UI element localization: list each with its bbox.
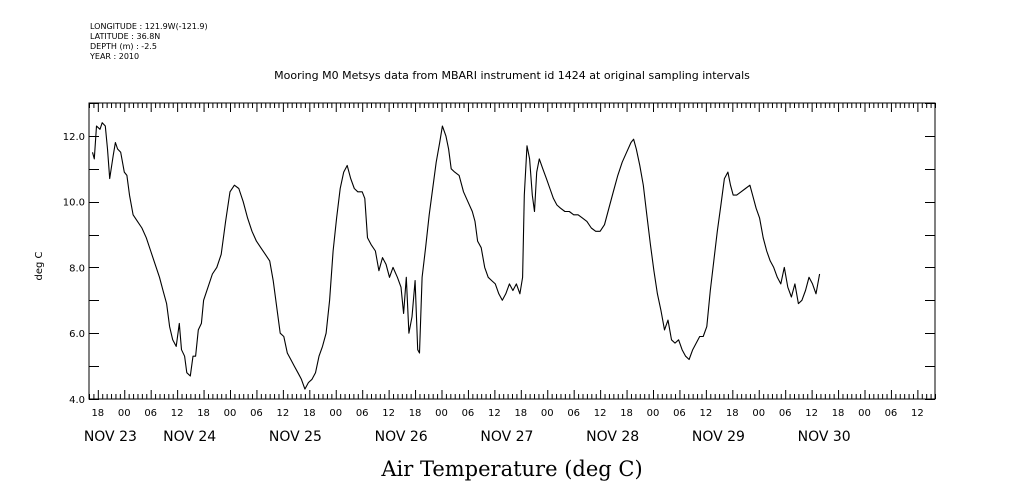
x-tick-label: 00 [752, 408, 765, 419]
x-date-label: NOV 29 [692, 429, 745, 445]
x-tick-label: 12 [911, 408, 924, 419]
x-tick-label: 18 [303, 408, 316, 419]
x-date-label: NOV 30 [798, 429, 851, 445]
x-tick-label: 18 [620, 408, 633, 419]
x-date-label: NOV 24 [163, 429, 216, 445]
series-layer [91, 122, 821, 390]
axis-tick-labels: 18 00 06 12 18 00 06 12 18 00 06 12 18 00 06 12 18 00 06 12… [63, 132, 924, 445]
x-tick-label: 00 [329, 408, 342, 419]
x-tick-label: 00 [541, 408, 554, 419]
x-tick-label: 18 [91, 408, 104, 419]
meta-depth: DEPTH (m) : -2.5 [90, 42, 157, 51]
x-tick-label: 12 [382, 408, 395, 419]
y-tick-label: 10.0 [63, 198, 85, 209]
x-tick-label: 06 [673, 408, 686, 419]
y-tick-label: 8.0 [69, 263, 85, 274]
x-tick-label: 12 [700, 408, 713, 419]
chart-title: Mooring M0 Metsys data from MBARI instru… [274, 69, 750, 82]
series-line [91, 122, 821, 390]
x-date-label: NOV 28 [586, 429, 639, 445]
x-tick-label: 06 [250, 408, 263, 419]
x-tick-label: 12 [171, 408, 184, 419]
x-tick-label: 06 [779, 408, 792, 419]
x-tick-label: 00 [435, 408, 448, 419]
x-tick-label: 00 [118, 408, 131, 419]
y-tick-label: 12.0 [63, 132, 85, 143]
y-tick-label: 6.0 [69, 329, 85, 340]
x-tick-label: 00 [647, 408, 660, 419]
x-tick-label: 18 [832, 408, 845, 419]
x-tick-label: 06 [462, 408, 475, 419]
x-tick-label: 06 [885, 408, 898, 419]
x-tick-label: 00 [858, 408, 871, 419]
x-tick-label: 12 [488, 408, 501, 419]
x-date-label: NOV 23 [84, 429, 137, 445]
axis-ticks [89, 103, 936, 400]
x-date-label: NOV 25 [269, 429, 322, 445]
x-tick-label: 18 [409, 408, 422, 419]
plot-border [88, 102, 936, 400]
meta-longitude: LONGITUDE : 121.9W(-121.9) [90, 22, 208, 31]
x-tick-label: 18 [197, 408, 210, 419]
x-tick-label: 06 [567, 408, 580, 419]
meta-year: YEAR : 2010 [90, 52, 140, 61]
plot-frame [88, 102, 936, 400]
meta-latitude: LATITUDE : 36.8N [90, 32, 161, 41]
bottom-title: Air Temperature (deg C) [380, 457, 642, 481]
x-tick-label: 00 [224, 408, 237, 419]
y-tick-label: 4.0 [69, 395, 85, 406]
x-tick-label: 12 [277, 408, 290, 419]
x-date-label: NOV 27 [480, 429, 533, 445]
x-tick-label: 06 [144, 408, 157, 419]
x-tick-label: 18 [726, 408, 739, 419]
x-tick-label: 06 [356, 408, 369, 419]
x-date-label: NOV 26 [375, 429, 428, 445]
x-tick-label: 18 [514, 408, 527, 419]
x-tick-label: 12 [594, 408, 607, 419]
x-tick-label: 12 [805, 408, 818, 419]
y-axis-label: deg C [34, 251, 45, 280]
